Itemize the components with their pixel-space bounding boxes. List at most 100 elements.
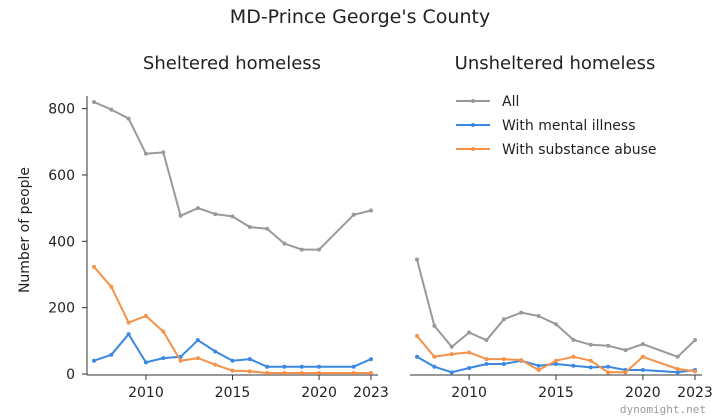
data-point — [143, 313, 148, 318]
data-point — [126, 320, 131, 325]
data-point — [109, 284, 114, 289]
data-point — [467, 350, 472, 355]
data-point — [282, 371, 287, 376]
data-point — [449, 370, 454, 375]
legend-swatch-marker — [471, 99, 475, 103]
x-tick-label: 2023 — [677, 385, 713, 401]
legend-swatch-marker — [471, 123, 475, 127]
data-point — [126, 116, 131, 121]
data-point — [369, 208, 373, 213]
data-point — [247, 225, 252, 230]
data-point — [109, 107, 114, 112]
legend-label: All — [502, 94, 519, 110]
data-point — [501, 357, 506, 362]
y-tick-label: 0 — [66, 367, 75, 383]
data-point — [536, 368, 541, 373]
data-point — [161, 329, 166, 334]
data-point — [449, 344, 454, 349]
data-point — [213, 362, 218, 367]
y-tick-label: 800 — [48, 102, 75, 118]
data-point — [606, 370, 611, 375]
x-tick-label: 2010 — [128, 385, 164, 401]
series-line — [93, 333, 372, 368]
data-point — [693, 369, 697, 374]
data-point — [432, 354, 437, 359]
data-point — [606, 364, 611, 369]
data-point — [415, 257, 419, 262]
series-line — [93, 266, 371, 374]
watermark: dynomight.net — [620, 403, 706, 416]
data-point — [351, 364, 356, 369]
data-point — [571, 363, 576, 368]
y-tick-label: 400 — [48, 234, 75, 250]
data-point — [265, 226, 270, 231]
data-point — [519, 310, 524, 315]
x-tick-label: 2023 — [353, 385, 389, 401]
data-point — [536, 363, 541, 368]
x-tick-label: 2020 — [301, 385, 337, 401]
data-point — [213, 212, 218, 217]
data-point — [369, 371, 373, 376]
y-tick-label: 200 — [48, 301, 75, 317]
data-point — [282, 241, 287, 246]
data-point — [415, 333, 419, 338]
data-point — [369, 357, 373, 362]
panel-sheltered: 2010 2015 2020 2023 — [87, 100, 389, 401]
y-axis: 0 200 400 600 800 — [48, 96, 88, 383]
data-point — [317, 247, 322, 252]
data-point — [247, 369, 252, 374]
data-point — [640, 368, 645, 373]
data-point — [623, 348, 628, 353]
data-point — [588, 342, 593, 347]
data-point — [299, 364, 304, 369]
data-point — [554, 362, 558, 367]
legend: All With mental illness With substance abu… — [456, 94, 657, 158]
data-point — [195, 356, 200, 361]
data-point — [92, 100, 96, 104]
series-line — [416, 335, 696, 374]
data-point — [519, 358, 524, 363]
y-tick-label: 600 — [48, 168, 75, 184]
x-tick-label: 2020 — [625, 385, 661, 401]
series-line — [416, 259, 696, 358]
data-point — [693, 338, 697, 343]
data-point — [230, 368, 235, 373]
data-point — [161, 356, 166, 361]
data-point — [92, 264, 96, 269]
legend-swatch-marker — [471, 147, 475, 151]
data-point — [161, 150, 166, 155]
data-point — [230, 358, 235, 363]
data-point — [449, 352, 454, 357]
y-axis-label: Number of people — [17, 167, 33, 293]
data-point — [484, 362, 489, 367]
data-point — [432, 364, 437, 369]
chart-title: MD-Prince George's County — [230, 6, 490, 28]
data-point — [571, 354, 576, 359]
data-point — [554, 358, 558, 363]
data-point — [623, 370, 628, 375]
data-point — [571, 337, 576, 342]
data-point — [265, 364, 270, 369]
data-point — [299, 247, 304, 252]
data-point — [299, 371, 304, 376]
x-tick-label: 2015 — [538, 385, 574, 401]
data-point — [109, 352, 114, 357]
series-line — [93, 101, 372, 251]
panel-title-sheltered: Sheltered homeless — [143, 53, 321, 74]
data-point — [317, 371, 322, 376]
data-point — [588, 358, 593, 363]
data-point — [484, 357, 489, 362]
data-point — [554, 322, 558, 327]
x-tick-label: 2010 — [451, 385, 487, 401]
data-point — [640, 342, 645, 347]
legend-label: With mental illness — [502, 118, 636, 134]
data-point — [195, 338, 200, 343]
data-point — [195, 206, 200, 211]
data-point — [501, 317, 506, 322]
data-point — [588, 365, 593, 370]
data-point — [143, 151, 148, 156]
data-point — [126, 332, 131, 337]
data-point — [247, 357, 252, 362]
data-point — [213, 349, 218, 354]
